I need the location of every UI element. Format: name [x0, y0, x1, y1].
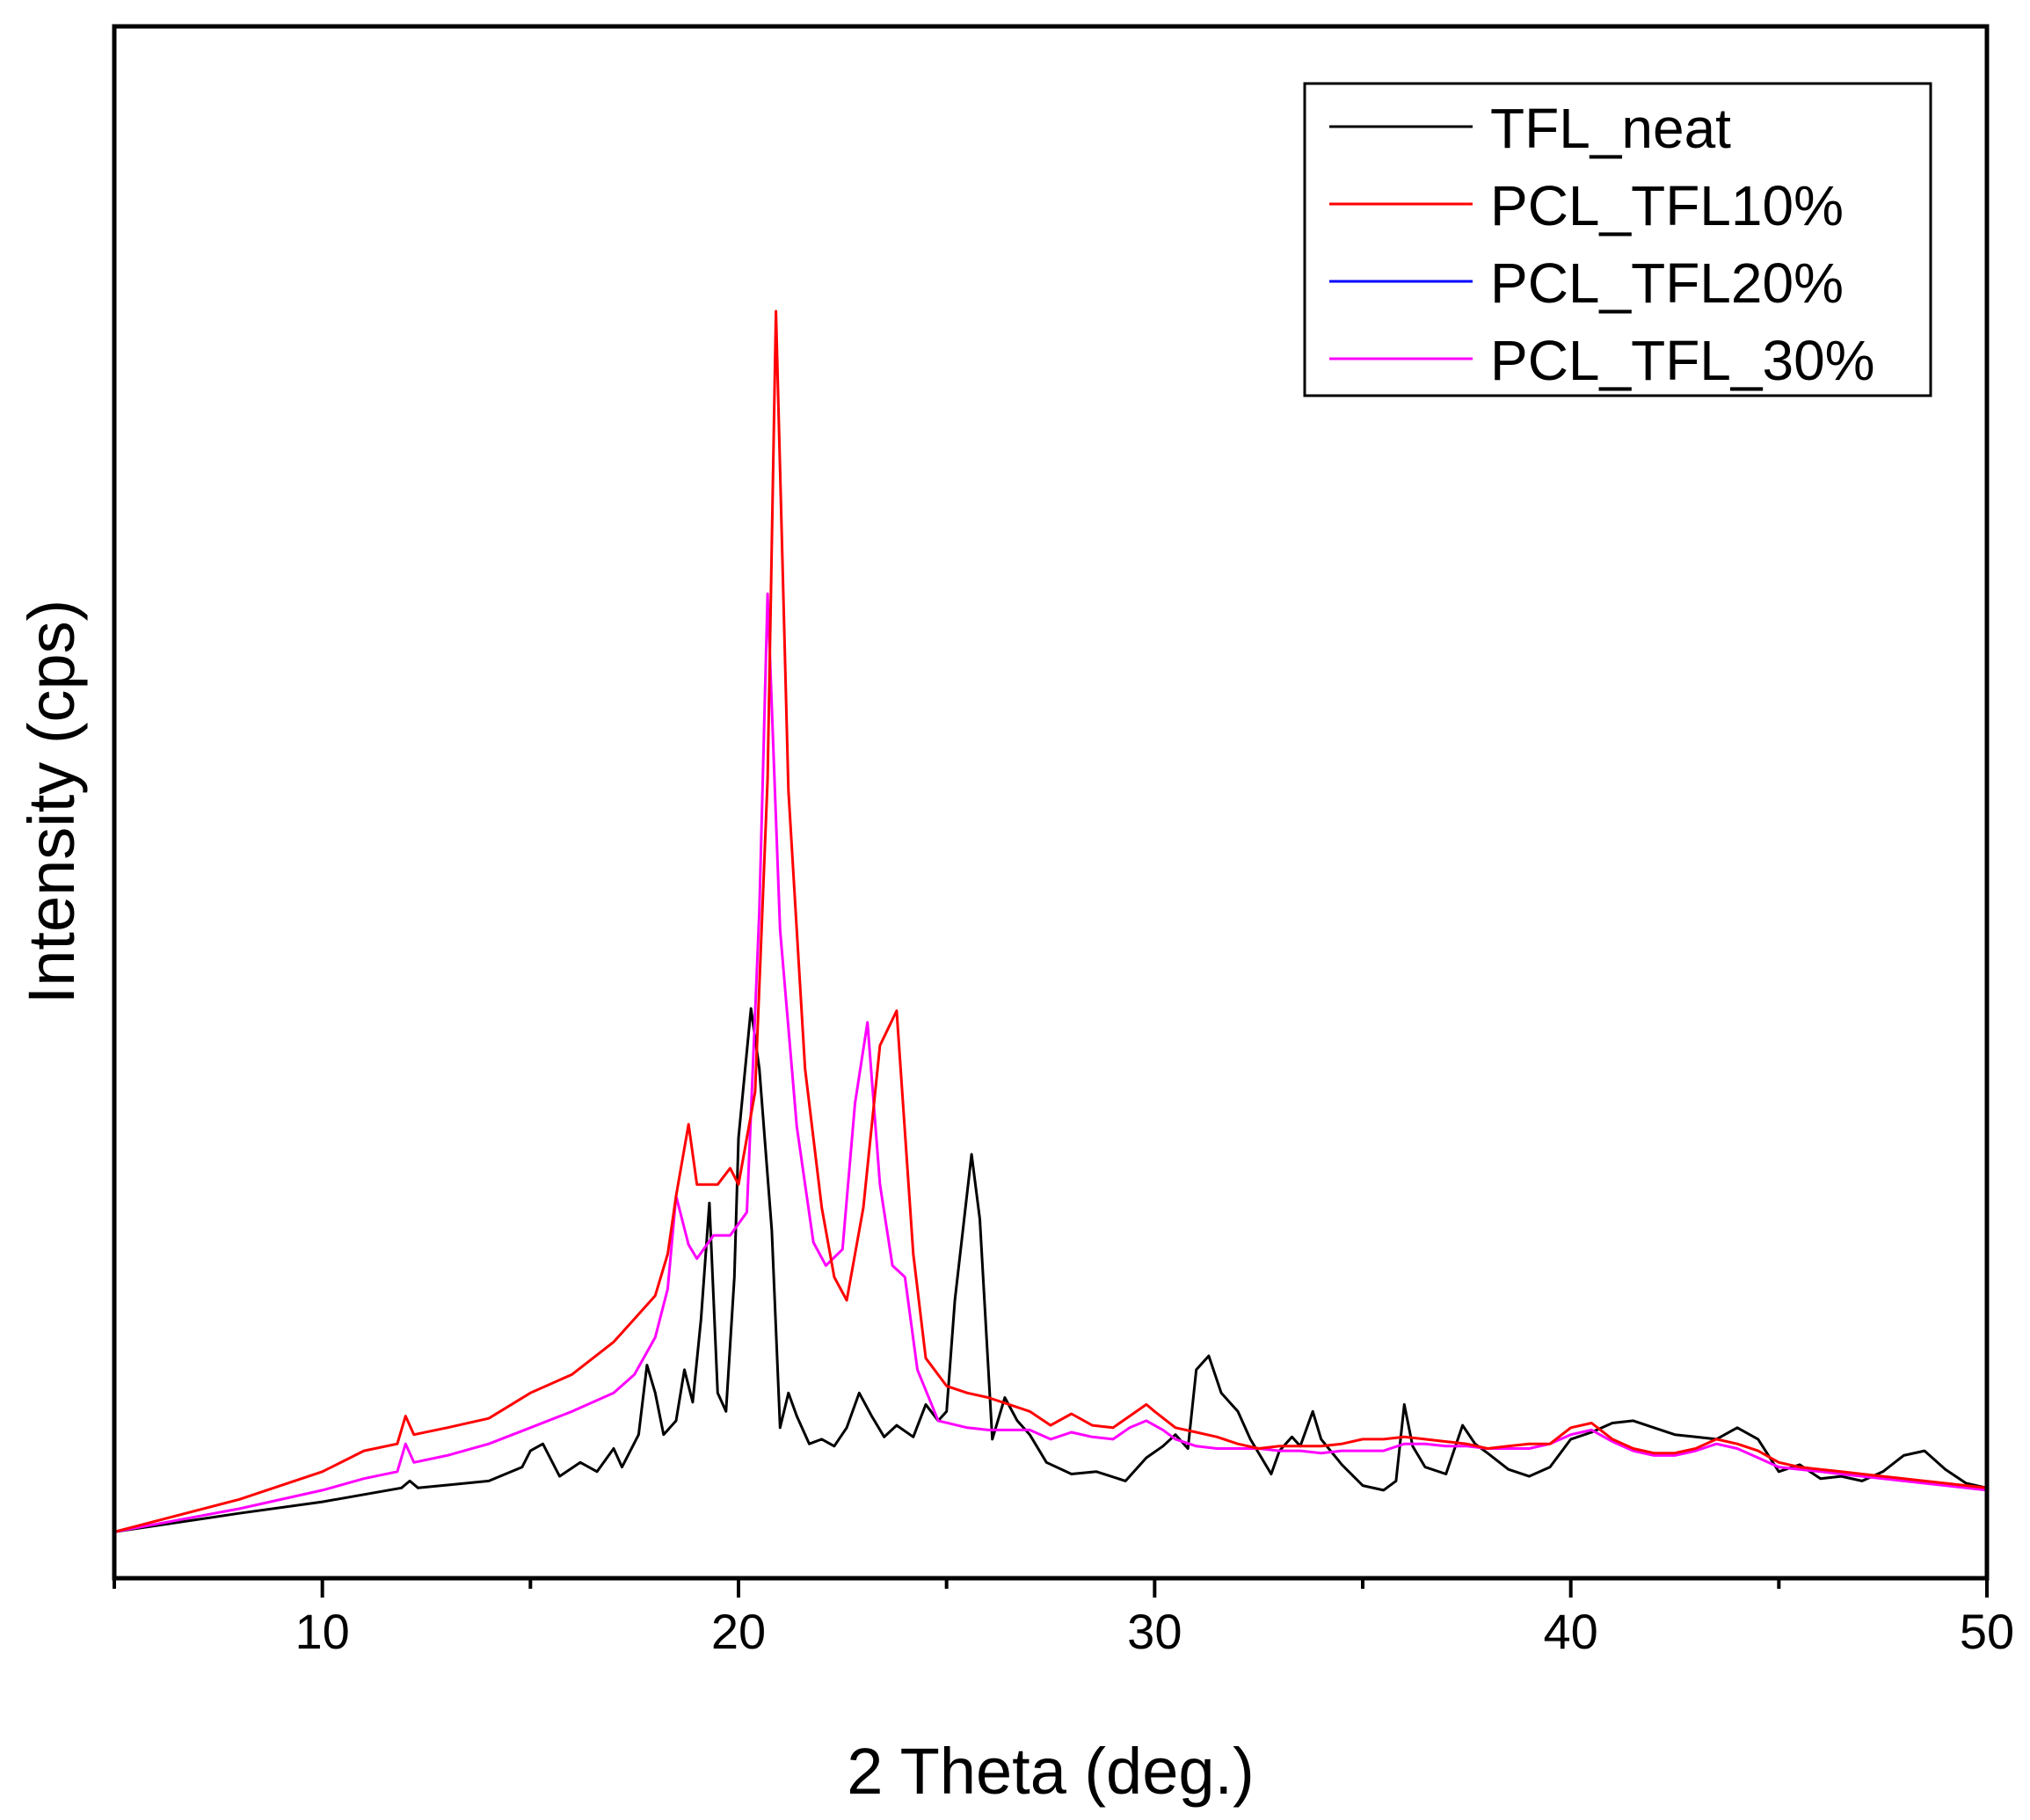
x-axis-label: 2 Theta (deg.) [847, 1735, 1254, 1808]
series-line-pcl-tfl10- [113, 309, 1988, 1533]
x-tick-label: 30 [1127, 1604, 1182, 1659]
legend-frame [1303, 82, 1932, 397]
x-tick-label: 20 [711, 1604, 766, 1659]
series-layer [113, 309, 1988, 1533]
plot-frame [112, 24, 1990, 1581]
x-tick-label: 10 [295, 1604, 350, 1659]
x-tick-label: 40 [1544, 1604, 1598, 1659]
y-axis-label: Intensity (cps) [15, 600, 88, 1005]
legend-label-pcl-tfl10: PCL_TFL10% [1490, 174, 1844, 237]
series-line-pcl-tfl-30- [113, 592, 1988, 1533]
series-line-tfl-neat [113, 1007, 1988, 1533]
legend-label-tfl-neat: TFL_neat [1490, 97, 1731, 160]
legend-label-pcl-tfl20: PCL_TFL20% [1490, 251, 1844, 315]
x-tick-label: 50 [1960, 1604, 2014, 1659]
legend: TFL_neat PCL_TFL10% PCL_TFL20% PCL_TFL_3… [1303, 82, 1932, 397]
legend-label-pcl-tfl30: PCL_TFL_30% [1490, 329, 1875, 392]
x-axis: 10 20 30 40 50 [113, 1578, 2014, 1659]
